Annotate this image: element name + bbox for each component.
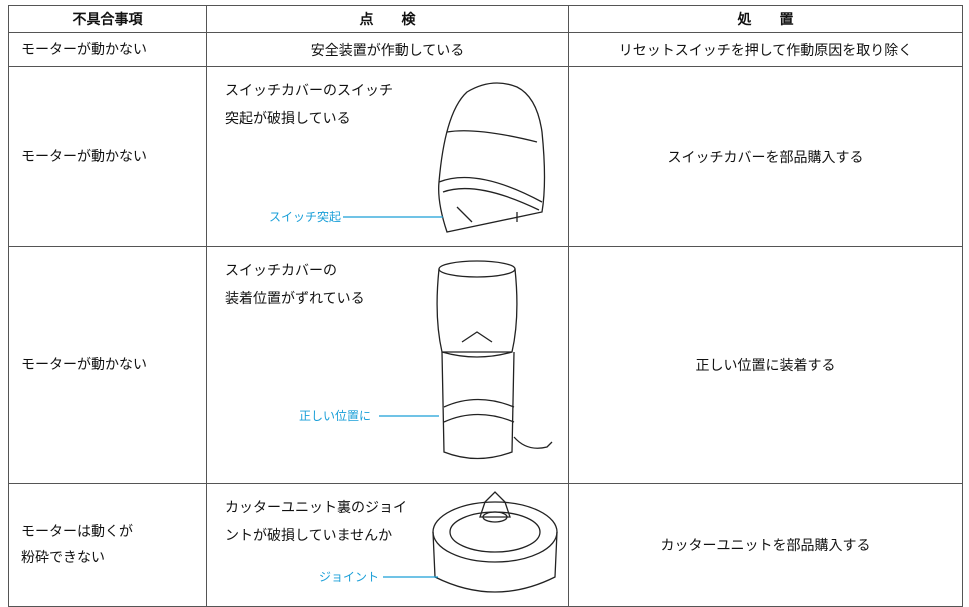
- check-cell: スイッチカバーのスイッチ 突起が破損している スイッチ突起: [206, 66, 569, 247]
- text: 粉砕できない: [21, 550, 105, 566]
- check-text: スイッチカバーのスイッチ 突起が破損している: [225, 77, 393, 133]
- row: モーターが動かない 安全装置が作動している リセットスイッチを押して作動原因を取…: [8, 32, 963, 67]
- callout: ジョイント: [319, 570, 380, 584]
- header-row: 不具合事項 点 検 処 置: [8, 5, 963, 33]
- check-cell: カッターユニット裏のジョイ ントが破損していませんか ジョイント: [206, 483, 569, 607]
- text: 装着位置がずれている: [225, 291, 365, 307]
- action-cell: スイッチカバーを部品購入する: [568, 66, 963, 247]
- text: モーターは動くが: [21, 524, 133, 540]
- check-cell: スイッチカバーの装着位置がずれている 正しい位置に: [206, 246, 569, 484]
- text: スイッチカバーの: [225, 263, 337, 279]
- row: モーターが動かない スイッチカバーの装着位置がずれている 正しい位置に 正しい位…: [8, 246, 963, 484]
- check-cell: 安全装置が作動している: [206, 32, 569, 67]
- check-text: スイッチカバーの装着位置がずれている: [225, 257, 365, 313]
- grinder-illustration: [436, 260, 553, 460]
- text: モーターが動かない: [21, 357, 147, 373]
- switch-cover-illustration: [438, 82, 546, 233]
- text: モーターが動かない: [21, 148, 147, 165]
- text: モーターが動かない: [21, 41, 147, 58]
- action-cell: カッターユニットを部品購入する: [568, 483, 963, 607]
- text: スイッチカバーのスイッチ: [225, 83, 393, 99]
- troubleshooting-table: 不具合事項 点 検 処 置 モーターが動かない 安全装置が作動している リセット…: [8, 5, 963, 607]
- text: 安全装置が作動している: [310, 42, 465, 59]
- row: モーターは動くが 粉砕できない カッターユニット裏のジョイ ントが破損していませんか…: [8, 483, 963, 607]
- callout: スイッチ突起: [269, 210, 342, 224]
- check-text: カッターユニット裏のジョイ ントが破損していませんか: [225, 494, 407, 550]
- header-cell: 処 置: [568, 5, 963, 33]
- problem-cell: モーターは動くが 粉砕できない: [8, 483, 207, 607]
- text: 突起が破損している: [225, 111, 351, 127]
- callout-line: [383, 576, 438, 578]
- callout-line: [343, 216, 443, 218]
- problem-cell: モーターが動かない: [8, 246, 207, 484]
- problem-cell: モーターが動かない: [8, 66, 207, 247]
- problem-cell: モーターが動かない: [8, 32, 207, 67]
- header-cell: 不具合事項: [8, 5, 207, 33]
- header-cell: 点 検: [206, 5, 569, 33]
- callout-line: [379, 415, 439, 417]
- cutter-unit-illustration: [432, 491, 558, 593]
- action-cell: 正しい位置に装着する: [568, 246, 963, 484]
- text: ントが破損していませんか: [225, 528, 393, 544]
- text: カッターユニット裏のジョイ: [225, 500, 407, 516]
- callout: 正しい位置に: [299, 409, 372, 423]
- action-cell: リセットスイッチを押して作動原因を取り除く: [568, 32, 963, 67]
- row: モーターが動かない スイッチカバーのスイッチ 突起が破損している スイッチ突起 ス…: [8, 66, 963, 247]
